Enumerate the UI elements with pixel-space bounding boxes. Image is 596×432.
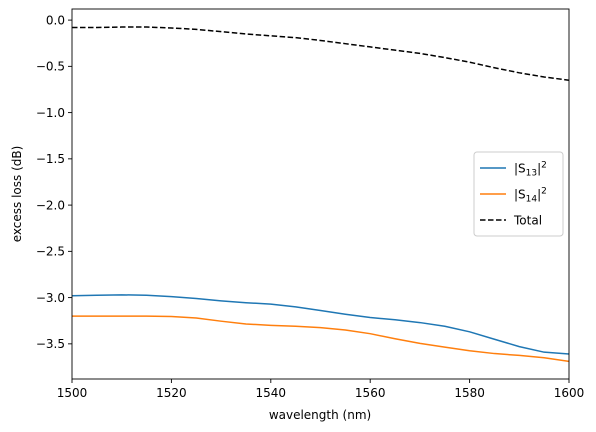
x-axis-label: wavelength (nm) (269, 408, 371, 422)
y-tick-label: −3.5 (36, 337, 65, 351)
legend-label: |S13|2 (514, 160, 547, 178)
y-tick-label: −2.5 (36, 245, 65, 259)
x-tick-label: 1600 (554, 386, 585, 400)
y-tick-label: −1.0 (36, 106, 65, 120)
y-tick-label: −0.5 (36, 60, 65, 74)
y-axis-label: excess loss (dB) (10, 146, 24, 243)
y-tick-label: −2.0 (36, 198, 65, 212)
legend: |S13|2 |S14|2 Total (473, 151, 564, 237)
legend-box (473, 151, 564, 237)
y-tick-label: −1.5 (36, 152, 65, 166)
axes-frame (71, 8, 570, 380)
plot-area (72, 26, 569, 363)
series-line-3 (72, 26, 569, 81)
x-tick-label: 1560 (355, 386, 386, 400)
x-tick-label: 1540 (256, 386, 287, 400)
series-line-2 (72, 315, 569, 363)
x-tick-label: 1520 (156, 386, 187, 400)
axes-layer: 1500 1520 1540 1560 1580 1600 0.0 −0.5 −1.0 −1.5 −… (36, 8, 585, 400)
series-line-1 (72, 294, 569, 355)
y-tick-label: 0.0 (46, 13, 65, 27)
legend-label: |S14|2 (514, 186, 547, 204)
y-tick-label: −3.0 (36, 291, 65, 305)
x-tick-label: 1580 (454, 386, 485, 400)
legend-label: Total (513, 213, 542, 227)
x-tick-label: 1500 (57, 386, 88, 400)
